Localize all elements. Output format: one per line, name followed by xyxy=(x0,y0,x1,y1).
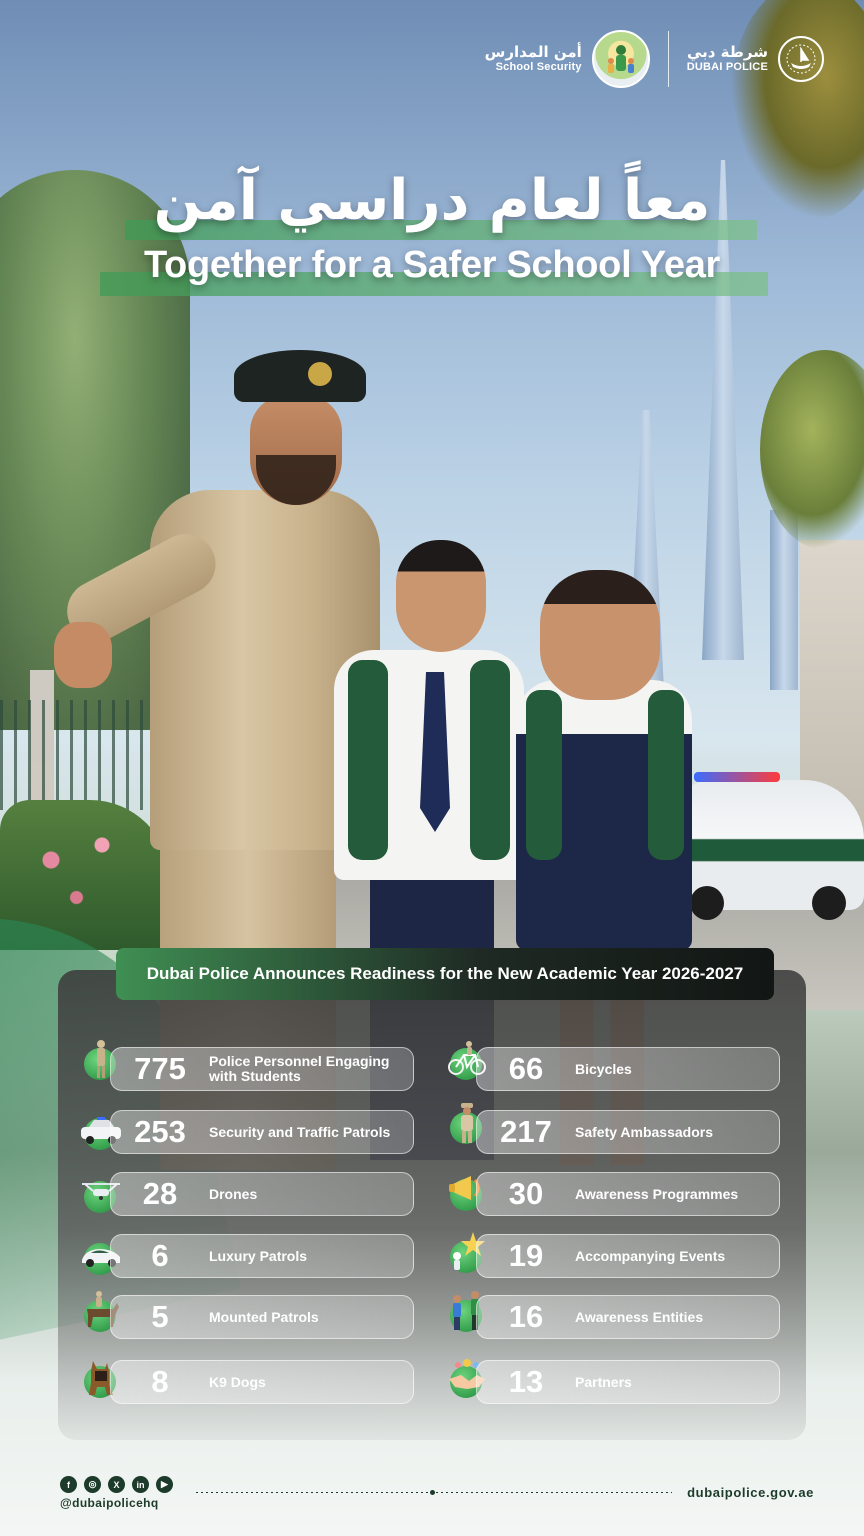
stat-value: 5 xyxy=(151,1299,169,1334)
stat-row: 5 Mounted Patrols xyxy=(110,1295,414,1339)
stat-label: Drones xyxy=(209,1185,258,1202)
stat-label: Mounted Patrols xyxy=(209,1308,319,1325)
stat-label: Security and Traffic Patrols xyxy=(209,1123,391,1140)
title-arabic: معاً لعام دراسي آمن xyxy=(153,168,711,233)
stat-row: 775 Police Personnel Engaging with Studen… xyxy=(110,1047,414,1091)
stat-row: 28 Drones xyxy=(110,1172,414,1216)
skyscraper xyxy=(770,510,798,690)
stat-label: Partners xyxy=(575,1373,632,1390)
boy-tie xyxy=(420,672,450,832)
social-handle[interactable]: @dubaipolicehq xyxy=(60,1496,159,1510)
stat-row: 16 Awareness Entities xyxy=(476,1295,780,1339)
stat-row: 6 Luxury Patrols xyxy=(110,1234,414,1278)
stat-row: 19 Accompanying Events xyxy=(476,1234,780,1278)
school-security-brand: أمن المدارس School Security xyxy=(485,30,650,88)
stat-value: 30 xyxy=(508,1176,544,1211)
palm-tree xyxy=(760,350,864,550)
officer-cap xyxy=(234,350,366,402)
stat-row: 30 Awareness Programmes xyxy=(476,1172,780,1216)
officer-hand xyxy=(54,622,112,688)
header-divider xyxy=(667,31,669,87)
stat-label: K9 Dogs xyxy=(209,1373,266,1390)
youtube-icon[interactable]: ▶ xyxy=(156,1476,173,1493)
stat-label: Awareness Entities xyxy=(575,1308,704,1325)
footer-divider xyxy=(196,1490,672,1495)
stat-value: 6 xyxy=(151,1238,169,1273)
facebook-icon[interactable]: f xyxy=(60,1476,77,1493)
boy-head xyxy=(396,540,486,652)
stat-row: 8 K9 Dogs xyxy=(110,1360,414,1404)
backpack-strap xyxy=(470,660,510,860)
stat-row: 217 Safety Ambassadors xyxy=(476,1110,780,1154)
stat-value: 253 xyxy=(134,1114,186,1149)
social-icons: f ◎ X in ▶ xyxy=(60,1476,173,1493)
instagram-icon[interactable]: ◎ xyxy=(84,1476,101,1493)
title-highlight-band xyxy=(125,220,757,240)
stat-value: 217 xyxy=(500,1114,552,1149)
backpack-strap xyxy=(648,690,684,860)
dubai-police-emblem-icon xyxy=(778,36,824,82)
stat-row: 13 Partners xyxy=(476,1360,780,1404)
stat-value: 19 xyxy=(508,1238,544,1273)
stat-value: 66 xyxy=(508,1051,544,1086)
title-english: Together for a Safer School Year xyxy=(143,244,721,286)
panel-heading-text: Dubai Police Announces Readiness for the… xyxy=(146,964,744,983)
school-security-logo-icon xyxy=(591,30,650,88)
linkedin-icon[interactable]: in xyxy=(132,1476,149,1493)
stat-row: 66 Bicycles xyxy=(476,1047,780,1091)
girl-head xyxy=(540,570,660,700)
stat-label: Luxury Patrols xyxy=(209,1247,308,1264)
stat-value: 28 xyxy=(142,1176,178,1211)
stat-label: Awareness Programmes xyxy=(575,1185,739,1202)
fence xyxy=(0,700,170,810)
backpack-strap xyxy=(526,690,562,860)
stats-panel xyxy=(58,970,806,1440)
police-car xyxy=(672,772,864,920)
stat-row: 253 Security and Traffic Patrols xyxy=(110,1110,414,1154)
header-logos: أمن المدارس School Security شرطة دبي DUB… xyxy=(485,30,824,88)
stat-value: 13 xyxy=(508,1364,544,1399)
website-link[interactable]: dubaipolice.gov.ae xyxy=(687,1485,814,1500)
stat-label: Police Personnel Engaging with Students xyxy=(209,1053,390,1084)
stat-label: Bicycles xyxy=(575,1060,632,1077)
backpack-strap xyxy=(348,660,388,860)
school-security-en: School Security xyxy=(495,61,582,74)
dubai-police-brand: شرطة دبي DUBAI POLICE xyxy=(687,36,824,82)
dubai-police-ar: شرطة دبي xyxy=(686,43,768,62)
stat-value: 8 xyxy=(151,1364,169,1399)
stat-value: 16 xyxy=(508,1299,544,1334)
stat-label: Safety Ambassadors xyxy=(575,1123,713,1140)
patrol-car-icon xyxy=(76,1104,126,1154)
x-icon[interactable]: X xyxy=(108,1476,125,1493)
stat-value: 775 xyxy=(134,1051,186,1086)
stat-label: Accompanying Events xyxy=(575,1247,726,1264)
dubai-police-en: DUBAI POLICE xyxy=(686,61,768,74)
panel-heading: Dubai Police Announces Readiness for the… xyxy=(116,948,774,1000)
school-security-ar: أمن المدارس xyxy=(484,43,582,62)
title-highlight-band xyxy=(100,272,768,296)
